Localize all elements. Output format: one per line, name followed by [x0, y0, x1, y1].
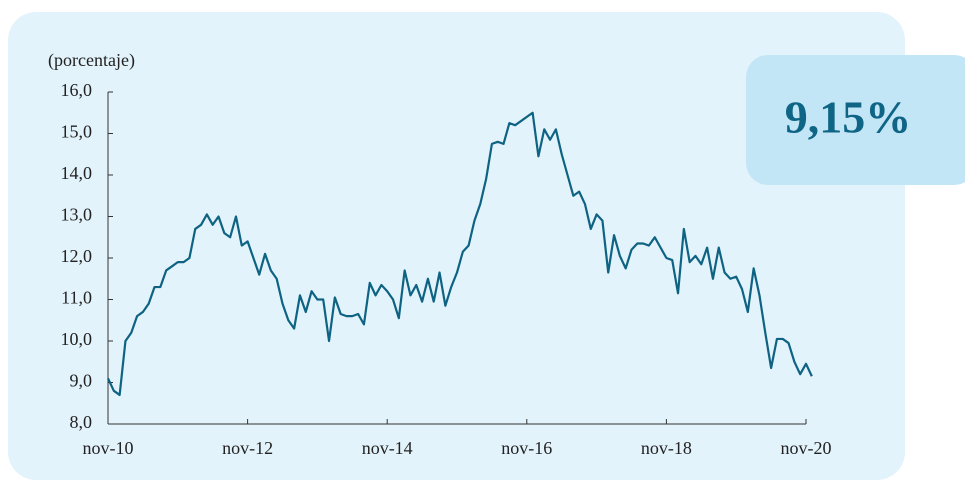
badge-value: 9,15% — [785, 92, 912, 143]
x-tick-label: nov-18 — [641, 438, 692, 458]
y-axis-label: (porcentaje) — [48, 50, 135, 71]
y-tick-label: 16,0 — [61, 80, 93, 100]
y-tick-label: 12,0 — [61, 246, 93, 266]
data-line — [107, 111, 813, 397]
y-tick-label: 8,0 — [70, 412, 93, 432]
y-tick-label: 9,0 — [70, 371, 93, 391]
x-tick-label: nov-20 — [781, 438, 832, 458]
x-tick-label: nov-14 — [362, 438, 413, 458]
y-tick-label: 10,0 — [61, 329, 93, 349]
y-tick-label: 14,0 — [61, 163, 93, 183]
y-tick-label: 13,0 — [61, 205, 93, 225]
x-tick-label: nov-12 — [222, 438, 273, 458]
y-tick-label: 15,0 — [61, 122, 93, 142]
card — [8, 12, 905, 480]
x-tick-label: nov-10 — [83, 438, 134, 458]
x-tick-label: nov-16 — [501, 438, 552, 458]
badge-box — [746, 55, 965, 185]
y-tick-label: 11,0 — [61, 288, 92, 308]
